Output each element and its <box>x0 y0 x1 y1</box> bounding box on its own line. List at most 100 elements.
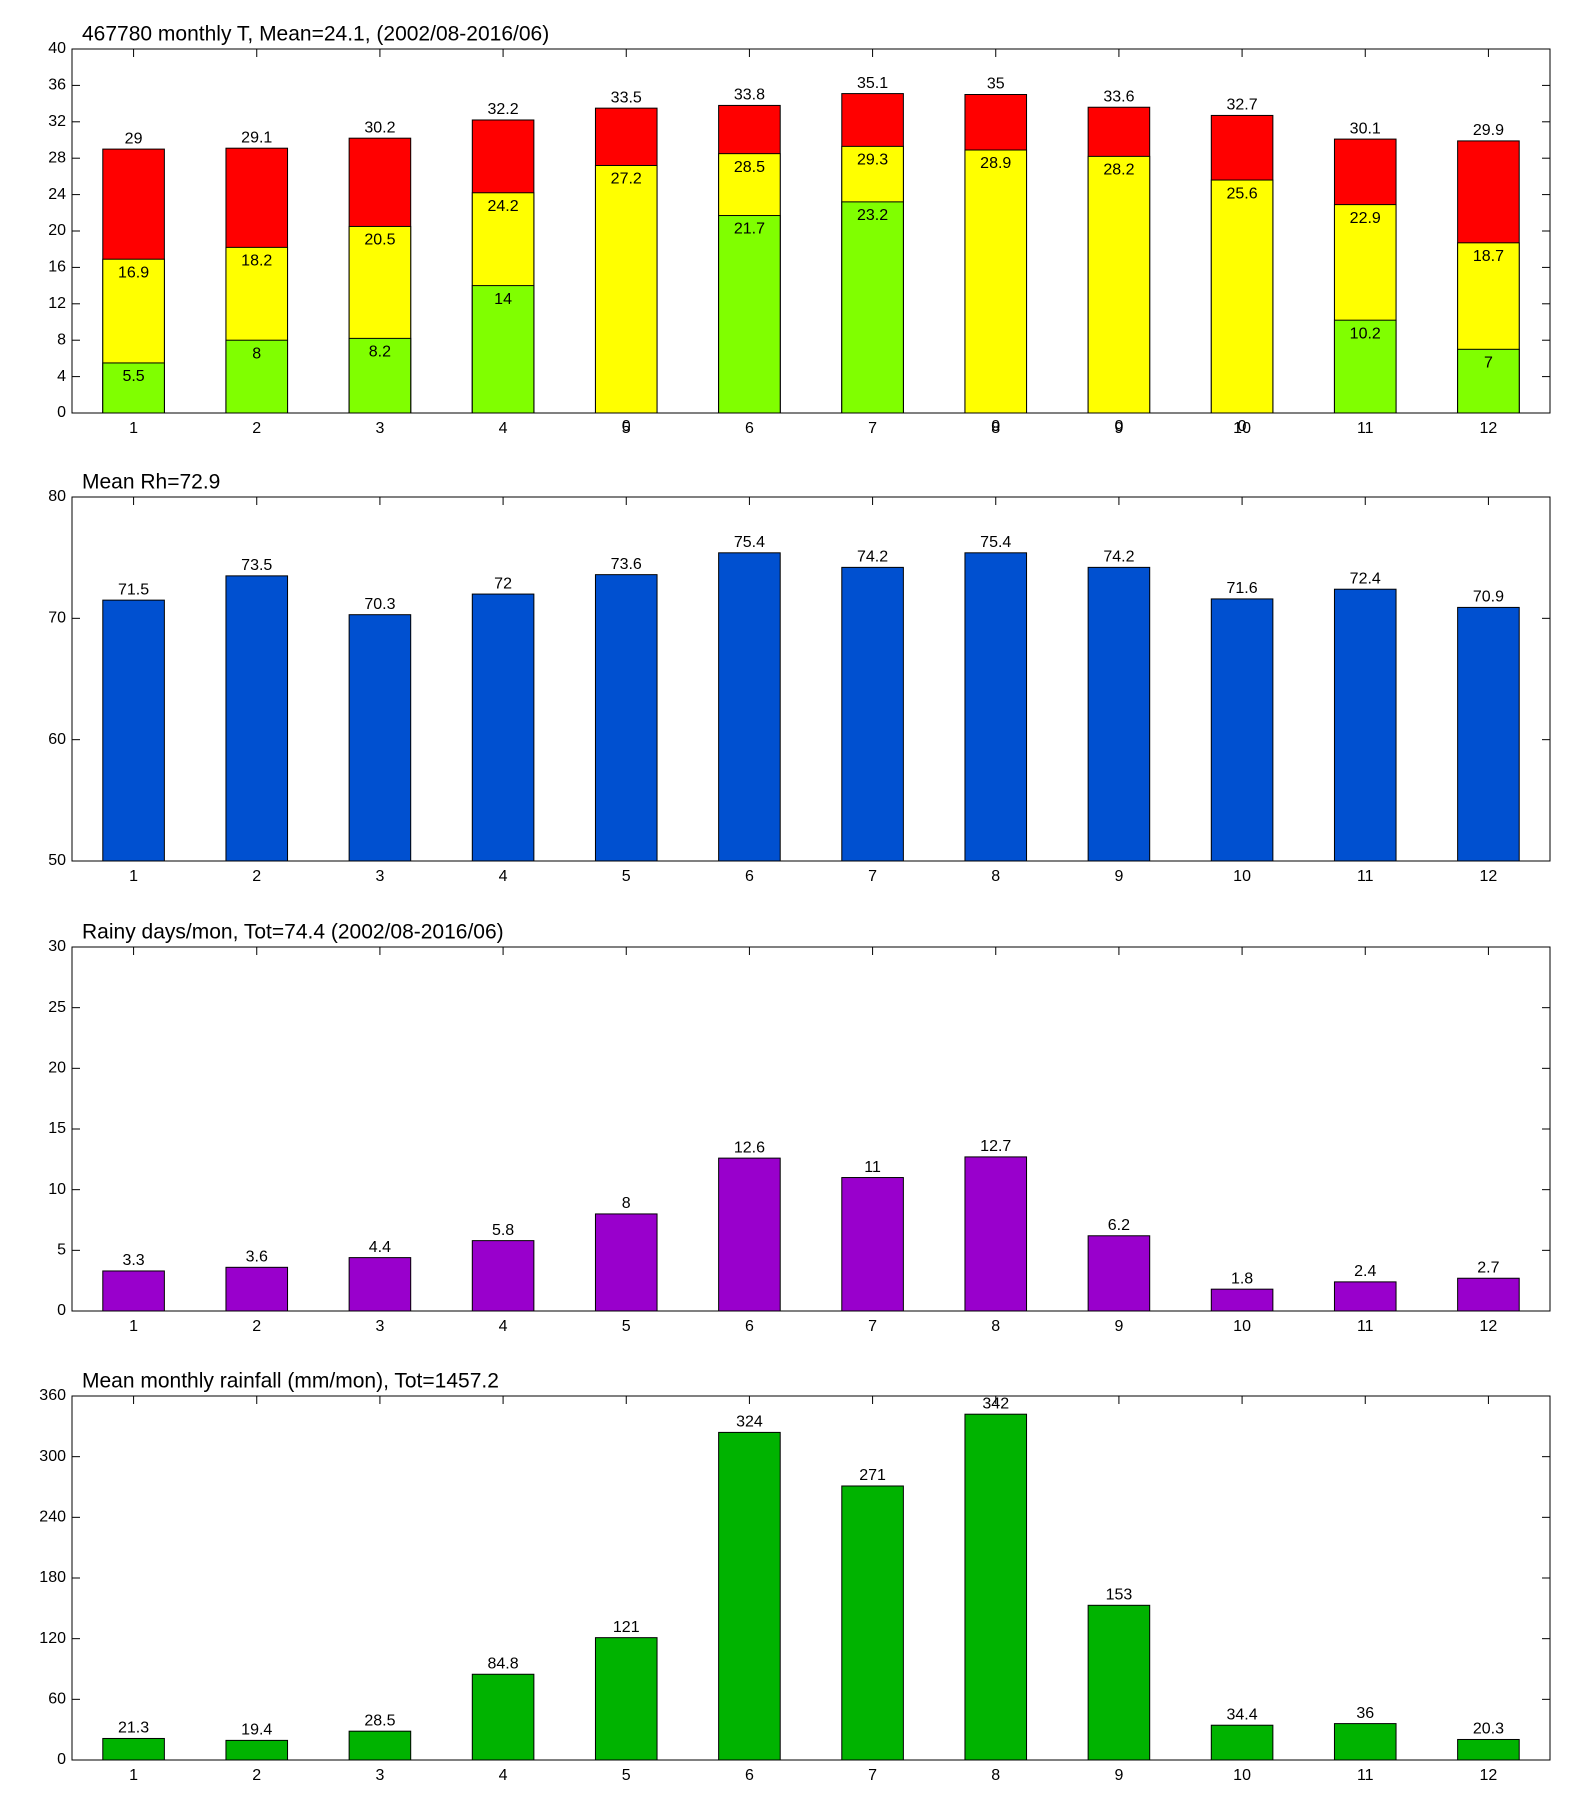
bar <box>471 593 535 862</box>
x-tick-label: 7 <box>868 420 877 437</box>
value-label: 72.4 <box>1350 570 1381 587</box>
x-tick-label: 1 <box>129 1767 138 1784</box>
bar <box>102 362 165 414</box>
value-label: 324 <box>736 1414 763 1431</box>
value-label: 18.2 <box>241 253 272 270</box>
x-tick-label: 11 <box>1357 1767 1374 1784</box>
x-tick-label: 3 <box>375 1767 384 1784</box>
bar <box>1457 606 1520 862</box>
x-tick-label: 6 <box>745 1318 754 1335</box>
bar <box>841 1177 904 1312</box>
value-label: 0 <box>622 418 631 435</box>
bar <box>594 1213 658 1312</box>
value-label: 5.5 <box>122 368 144 385</box>
value-label: 6.2 <box>1108 1217 1130 1234</box>
y-tick-label: 12 <box>48 295 66 312</box>
plot-frame <box>71 946 1551 1312</box>
bar <box>1457 1738 1520 1761</box>
x-tick-label: 4 <box>499 1767 508 1784</box>
value-label: 30.1 <box>1350 120 1381 137</box>
x-tick-label: 5 <box>622 420 631 437</box>
bar <box>471 1240 535 1312</box>
y-tick-label: 120 <box>39 1630 66 1647</box>
y-tick-label: 60 <box>48 731 66 748</box>
bar <box>718 1157 781 1312</box>
value-label: 25.6 <box>1227 185 1258 202</box>
bar <box>594 574 658 862</box>
x-tick-label: 6 <box>745 420 754 437</box>
x-tick-label: 12 <box>1480 420 1498 437</box>
bar <box>1333 1723 1397 1761</box>
x-tick-label: 6 <box>745 868 754 885</box>
y-tick-label: 25 <box>48 999 66 1016</box>
x-tick-label: 12 <box>1480 1767 1498 1784</box>
bar <box>1210 598 1274 862</box>
value-label: 70.3 <box>364 596 395 613</box>
value-label: 21.3 <box>118 1720 149 1737</box>
value-label: 75.4 <box>734 534 765 551</box>
x-tick-label: 2 <box>252 1318 261 1335</box>
y-tick-label: 10 <box>48 1181 66 1198</box>
y-tick-label: 300 <box>39 1448 66 1465</box>
bar <box>1333 1281 1397 1312</box>
x-tick-label: 9 <box>1114 1318 1123 1335</box>
y-tick-label: 0 <box>57 1751 66 1768</box>
x-tick-label: 5 <box>622 868 631 885</box>
bar <box>1457 348 1520 414</box>
value-label: 20.3 <box>1473 1721 1504 1738</box>
bar <box>841 201 904 414</box>
value-label: 271 <box>859 1467 886 1484</box>
x-tick-label: 8 <box>991 1767 1000 1784</box>
x-tick-label: 3 <box>375 868 384 885</box>
bar <box>964 552 1028 862</box>
bar <box>471 285 535 414</box>
value-label: 2.7 <box>1477 1259 1499 1276</box>
value-label: 342 <box>982 1395 1009 1412</box>
y-tick-label: 20 <box>48 1060 66 1077</box>
bar <box>471 1673 535 1761</box>
value-label: 0 <box>991 418 1000 435</box>
value-label: 71.5 <box>118 581 149 598</box>
value-label: 29.1 <box>241 129 272 146</box>
value-label: 24.2 <box>488 198 519 215</box>
y-tick-label: 360 <box>39 1387 66 1404</box>
value-label: 84.8 <box>488 1655 519 1672</box>
value-label: 23.2 <box>857 207 888 224</box>
value-label: 28.5 <box>734 159 765 176</box>
bar <box>225 1739 289 1761</box>
x-tick-label: 12 <box>1480 1318 1498 1335</box>
value-label: 11 <box>864 1159 881 1176</box>
value-label: 22.9 <box>1350 210 1381 227</box>
y-tick-label: 80 <box>48 488 66 505</box>
x-tick-label: 12 <box>1480 868 1498 885</box>
value-label: 3.6 <box>246 1249 268 1266</box>
bar <box>1210 179 1274 414</box>
x-tick-label: 11 <box>1357 868 1374 885</box>
value-label: 36 <box>1356 1705 1374 1722</box>
value-label: 33.6 <box>1103 88 1134 105</box>
bar <box>225 339 289 414</box>
value-label: 29 <box>125 130 143 147</box>
x-tick-label: 1 <box>129 1318 138 1335</box>
bar <box>594 1637 658 1761</box>
bar <box>841 1485 904 1761</box>
value-label: 18.7 <box>1473 248 1504 265</box>
x-tick-label: 2 <box>252 1767 261 1784</box>
y-tick-label: 240 <box>39 1509 66 1526</box>
y-tick-label: 36 <box>48 77 66 94</box>
bar <box>1333 588 1397 862</box>
bar <box>964 1156 1028 1312</box>
x-tick-label: 7 <box>868 1767 877 1784</box>
bar <box>1087 566 1151 862</box>
value-label: 0 <box>1238 418 1247 435</box>
value-label: 35.1 <box>857 75 888 92</box>
value-label: 16.9 <box>118 264 149 281</box>
value-label: 29.3 <box>857 152 888 169</box>
bar <box>718 1431 781 1761</box>
x-tick-label: 10 <box>1233 1318 1251 1335</box>
bar <box>1210 1288 1274 1312</box>
value-label: 8 <box>622 1195 631 1212</box>
x-tick-label: 4 <box>499 420 508 437</box>
bar <box>594 164 658 414</box>
